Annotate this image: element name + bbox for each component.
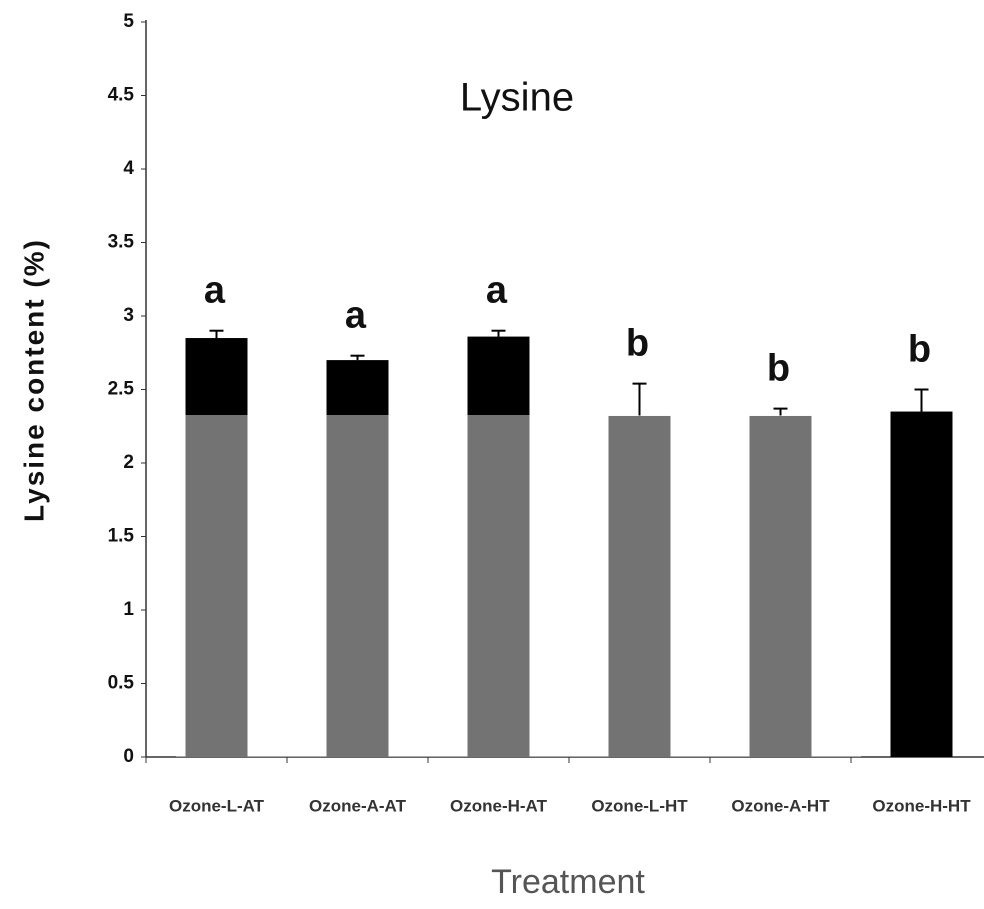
significance-letter: b — [767, 348, 790, 390]
y-tick-label: 3.5 — [108, 232, 135, 253]
y-tick-label: 0 — [123, 746, 134, 767]
x-axis-label: Treatment — [491, 863, 645, 901]
y-tick-label: 1.5 — [108, 526, 135, 547]
y-tick-label: 5 — [123, 11, 134, 32]
y-tick-label: 2 — [123, 452, 134, 473]
x-tick-label: Ozone-A-HT — [731, 796, 830, 815]
y-tick-label: 3 — [123, 305, 134, 326]
x-tick-label: Ozone-H-HT — [872, 796, 971, 815]
significance-letter: a — [486, 270, 508, 312]
significance-letter: b — [908, 329, 931, 371]
y-tick-label: 1 — [123, 599, 134, 620]
y-tick-label: 4 — [123, 158, 134, 179]
significance-letter: b — [626, 323, 649, 365]
watermark-fade — [176, 415, 861, 757]
chart: Lysine Treatment Lysine content (%) 0 0.5… — [0, 0, 984, 909]
y-axis-label: Lysine content (%) — [18, 238, 49, 522]
x-tick-label: Ozone-A-AT — [309, 796, 407, 815]
chart-title: Lysine — [460, 76, 574, 120]
y-tick-label: 2.5 — [108, 379, 135, 400]
bar — [891, 412, 953, 757]
x-tick-label: Ozone-L-HT — [591, 796, 688, 815]
x-tick-label: Ozone-L-AT — [169, 796, 265, 815]
y-tick-label: 0.5 — [108, 673, 135, 694]
y-tick-label: 4.5 — [108, 85, 135, 106]
x-tick-label: Ozone-H-AT — [450, 796, 548, 815]
significance-letter: a — [204, 270, 226, 312]
page: {"chart_data": {"type": "bar", "title": … — [0, 0, 984, 909]
significance-letter: a — [345, 295, 367, 337]
